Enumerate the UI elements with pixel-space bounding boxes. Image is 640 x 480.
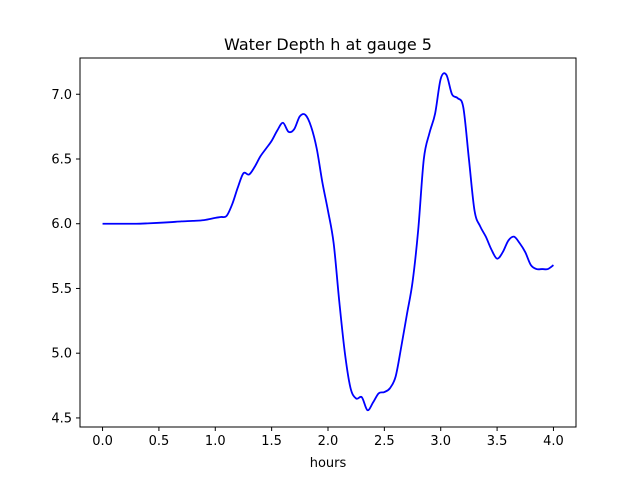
plot-frame xyxy=(79,57,577,428)
y-axis: 4.5 5.0 5.5 6.0 6.5 7.0 xyxy=(51,88,80,426)
x-tick-label: 2.0 xyxy=(318,434,339,449)
chart-title: Water Depth h at gauge 5 xyxy=(224,35,432,54)
x-axis-label: hours xyxy=(310,456,347,471)
x-tick-label: 0.5 xyxy=(149,434,170,449)
x-tick-label: 1.5 xyxy=(261,434,282,449)
x-tick-label: 3.5 xyxy=(487,434,508,449)
x-tick-label: 0.0 xyxy=(92,434,113,449)
series-layer xyxy=(102,72,554,412)
y-tick-label: 6.5 xyxy=(51,152,72,167)
series-line xyxy=(102,72,554,412)
y-tick-label: 4.5 xyxy=(51,411,72,426)
y-tick-label: 5.5 xyxy=(51,282,72,297)
x-tick-label: 3.0 xyxy=(430,434,451,449)
y-tick-label: 7.0 xyxy=(51,88,72,103)
x-axis: 0.0 0.5 1.0 1.5 2.0 2.5 3.0 3.5 4.0 xyxy=(92,427,564,449)
y-tick-label: 6.0 xyxy=(51,217,72,232)
y-tick-label: 5.0 xyxy=(51,347,72,362)
x-tick-label: 4.0 xyxy=(543,434,564,449)
x-tick-label: 2.5 xyxy=(374,434,395,449)
x-tick-label: 1.0 xyxy=(205,434,226,449)
